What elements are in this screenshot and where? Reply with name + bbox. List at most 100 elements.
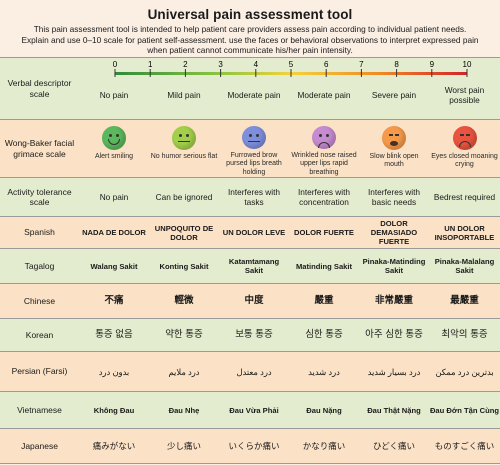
eye-l [319,134,322,137]
mouth [390,141,398,146]
eye-l [109,134,112,137]
slow-blink-face-icon [382,126,406,150]
face-caption-3: Wrinkled nose raised upper lips rapid br… [291,152,357,176]
korean-cell-3: 심한 통증 [305,329,343,340]
tagalog-cell-2: Katamtamang Sakit [228,257,280,275]
tagalog-cell-1: Konting Sakit [159,261,209,271]
tagalog-cell-0: Walang Sakit [90,261,138,271]
intro-line-2: Explain and use 0–10 scale for patient s… [21,34,479,45]
activity-cell-2: Interferes with tasks [227,187,281,207]
spanish-cell-5: UN DOLOR INSOPORTABLE [434,223,495,242]
row-label-chinese: Chinese [23,295,56,306]
persian-cell-4: درد بسيار شديد [367,366,421,377]
persian-cell-3: درد شديد [308,366,340,377]
activity-cell-4: Interferes with basic needs [367,187,421,207]
chinese-cell-4: 非常嚴重 [374,295,413,306]
row-label-verbal: Verbal descriptor scale [7,78,72,99]
scale-tick-label-8: 8 [394,60,399,69]
chinese-cell-5: 最嚴重 [450,295,479,306]
vietnamese-cell-5: Đau Đớn Tận Cùng [429,405,500,415]
intro-line-1: This pain assessment tool is intended to… [33,24,467,34]
korean-cell-2: 보통 통증 [235,329,273,340]
chinese-cell-1: 輕微 [174,295,194,306]
furrowed-brow-face-icon [242,126,266,150]
spanish-cell-0: NADA DE DOLOR [82,228,146,237]
eyes-closed-crying-face-icon [452,126,477,150]
spanish-cell-2: UN DOLOR LEVE [222,228,286,237]
face-caption-2: Furrowed brow pursed lips breath holding [226,152,282,176]
scale-tick-label-4: 4 [254,60,259,69]
wong-cell-4: Slow blink open mouth [359,120,429,177]
scale-tick-label-2: 2 [183,60,188,69]
korean-cell-4: 아주 심한 통증 [365,329,423,340]
verbal-cell-0: No pain [99,90,129,100]
wong-cell-5: Eyes closed moaning crying [429,120,500,177]
row-persian: Persian (Farsi) بدون درد درد ملايم درد م… [0,351,500,391]
japanese-cell-3: かなり痛い [302,441,346,451]
row-label-persian: Persian (Farsi) [11,366,68,377]
wong-cell-1: No humor serious flat [149,120,219,177]
scale-tick-label-7: 7 [359,60,364,69]
chinese-cell-0: 不痛 [104,295,124,306]
eye-r [395,134,399,136]
mouth [248,141,260,142]
verbal-cell-1: Mild pain [167,90,201,100]
wong-cell-2: Furrowed brow pursed lips breath holding [219,120,289,177]
japanese-cell-2: いくらか痛い [228,441,280,451]
row-chinese: Chinese 不痛 輕微 中度 嚴重 非常嚴重 最嚴重 [0,283,500,318]
row-spanish: Spanish NADA DE DOLOR UNPOQUITO DE DOLOR… [0,216,500,248]
chinese-cell-3: 嚴重 [314,295,334,306]
vietnamese-cell-0: Không Đau [93,405,135,415]
persian-cell-1: درد ملايم [168,366,200,377]
eye-r [465,134,470,136]
mouth [458,141,471,147]
scale-tick-label-6: 6 [324,60,329,69]
japanese-cell-5: ものすごく痛い [434,441,495,451]
eye-r [256,134,259,137]
persian-cell-5: بدترين درد ممكن [435,366,494,377]
activity-cell-3: Interferes with concentration [297,187,351,207]
mouth [108,139,120,145]
activity-cells: No pain Can be ignored Interferes with t… [79,178,500,216]
row-label-vietnamese: Vietnamese [17,404,62,415]
eye-l [389,134,393,136]
verbal-cell-3: Moderate pain [297,90,351,100]
row-verbal-descriptor: Verbal descriptor scale 0 1 2 3 4 5 6 7 8 9 10 [0,57,500,119]
wrinkled-nose-face-icon [312,126,336,150]
scale-tick-label-5: 5 [289,60,294,69]
tagalog-cell-3: Matinding Sakit [295,261,353,271]
header: Universal pain assessment tool This pain… [0,0,500,57]
persian-cell-2: درد معتدل [236,366,272,377]
tagalog-cells: Walang Sakit Konting Sakit Katamtamang S… [79,249,500,283]
verbal-cell-2: Moderate pain [227,90,281,100]
face-caption-4: Slow blink open mouth [369,153,419,169]
activity-cell-5: Bedrest required [433,192,496,202]
row-korean: Korean 통증 없음 약한 통증 보통 통증 심한 통증 아주 심한 통증 … [0,318,500,351]
japanese-cell-4: ひどく痛い [373,441,415,451]
verbal-cell-5: Worst pain possible [444,85,485,105]
vietnamese-cell-1: Đau Nhẹ [168,405,200,415]
tagalog-cell-5: Pinaka-Malalang Sakit [434,257,495,275]
alert-smiling-face-icon [102,126,126,150]
row-wong-baker: Wong-Baker facial grimace scale Alert sm… [0,119,500,177]
eye-l [179,134,182,137]
wong-cells: Alert smiling No humor serious flat Furrow… [79,120,500,177]
row-label-spanish: Spanish [24,227,55,238]
spanish-cell-4: DOLOR DEMASIADO FUERTE [370,219,418,246]
intro-line-3: when patient cannot communicate his/her … [147,45,353,56]
spanish-cell-3: DOLOR FUERTE [294,228,354,237]
row-label-tagalog: Tagalog [24,260,55,271]
face-caption-5: Eyes closed moaning crying [431,153,498,169]
wong-cell-0: Alert smiling [79,120,149,177]
korean-cell-0: 통증 없음 [95,329,133,340]
eye-r [186,134,189,137]
row-label-activity: Activity tolerance scale [7,186,72,208]
korean-cells: 통증 없음 약한 통증 보통 통증 심한 통증 아주 심한 통증 최악의 통증 [79,319,500,351]
spanish-cell-1: UNPOQUITO DE DOLOR [154,223,214,242]
face-caption-1: No humor serious flat [150,153,218,160]
korean-cell-5: 최악의 통증 [441,329,488,340]
vietnamese-cell-3: Đau Nặng [306,405,342,415]
vietnamese-cells: Không Đau Đau Nhẹ Đau Vừa Phải Đau Nặng … [79,392,500,428]
eye-l [459,134,464,136]
